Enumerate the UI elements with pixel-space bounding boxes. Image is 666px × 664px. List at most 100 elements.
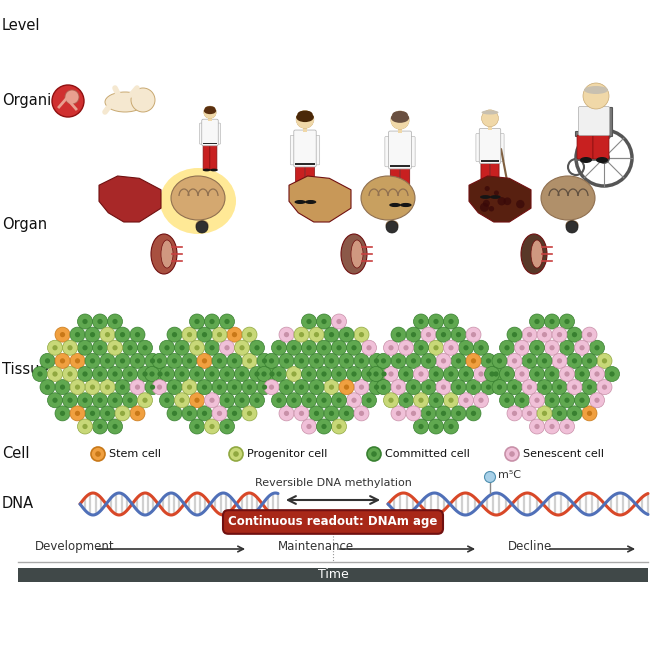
Circle shape xyxy=(190,392,204,408)
FancyBboxPatch shape xyxy=(498,133,504,161)
Circle shape xyxy=(384,340,398,355)
Ellipse shape xyxy=(490,195,501,199)
Ellipse shape xyxy=(566,220,578,230)
Circle shape xyxy=(217,384,222,390)
Circle shape xyxy=(404,345,409,351)
Circle shape xyxy=(113,371,118,376)
Circle shape xyxy=(436,353,451,369)
Circle shape xyxy=(384,367,398,382)
FancyBboxPatch shape xyxy=(480,128,501,163)
Circle shape xyxy=(444,314,458,329)
Circle shape xyxy=(299,384,304,390)
Circle shape xyxy=(100,353,115,369)
Bar xyxy=(390,165,410,167)
Circle shape xyxy=(204,314,220,329)
Circle shape xyxy=(284,384,289,390)
Circle shape xyxy=(159,367,174,382)
Circle shape xyxy=(239,345,244,351)
Circle shape xyxy=(322,424,326,429)
Circle shape xyxy=(597,353,612,369)
Circle shape xyxy=(242,406,257,421)
Circle shape xyxy=(209,424,214,429)
Circle shape xyxy=(436,406,451,421)
Circle shape xyxy=(194,398,200,403)
Circle shape xyxy=(598,152,610,164)
Circle shape xyxy=(376,353,391,369)
Circle shape xyxy=(261,371,266,376)
Circle shape xyxy=(220,392,234,408)
Circle shape xyxy=(474,392,488,408)
Circle shape xyxy=(414,392,428,408)
Circle shape xyxy=(314,411,319,416)
Circle shape xyxy=(362,392,376,408)
Ellipse shape xyxy=(298,110,312,118)
Circle shape xyxy=(145,380,160,394)
Circle shape xyxy=(55,353,70,369)
Circle shape xyxy=(444,367,458,382)
Circle shape xyxy=(374,384,379,390)
Circle shape xyxy=(572,384,577,390)
Circle shape xyxy=(489,206,494,211)
Ellipse shape xyxy=(151,234,177,274)
Circle shape xyxy=(522,353,537,369)
Circle shape xyxy=(306,371,312,376)
Circle shape xyxy=(250,392,264,408)
Bar xyxy=(481,160,500,162)
Circle shape xyxy=(276,345,282,351)
Circle shape xyxy=(120,359,125,363)
Circle shape xyxy=(362,367,376,382)
Circle shape xyxy=(339,353,354,369)
Circle shape xyxy=(159,340,174,355)
Circle shape xyxy=(53,371,58,376)
FancyBboxPatch shape xyxy=(202,120,218,146)
Circle shape xyxy=(105,384,110,390)
Circle shape xyxy=(384,392,398,408)
Circle shape xyxy=(309,406,324,421)
Circle shape xyxy=(456,332,461,337)
Circle shape xyxy=(448,345,454,351)
Circle shape xyxy=(190,314,204,329)
Circle shape xyxy=(418,371,424,376)
Circle shape xyxy=(411,332,416,337)
Ellipse shape xyxy=(482,110,498,114)
Circle shape xyxy=(224,319,230,324)
Circle shape xyxy=(296,110,314,128)
Circle shape xyxy=(53,345,58,351)
Circle shape xyxy=(542,332,547,337)
Circle shape xyxy=(97,424,103,429)
Ellipse shape xyxy=(160,168,236,234)
Circle shape xyxy=(179,371,184,376)
Circle shape xyxy=(167,380,182,394)
Circle shape xyxy=(220,314,234,329)
Circle shape xyxy=(332,314,346,329)
Circle shape xyxy=(545,314,559,329)
Circle shape xyxy=(135,359,140,363)
Circle shape xyxy=(97,398,103,403)
Circle shape xyxy=(444,392,458,408)
Text: Development: Development xyxy=(35,540,115,553)
Circle shape xyxy=(529,314,545,329)
Circle shape xyxy=(406,327,421,342)
Circle shape xyxy=(91,447,105,461)
Circle shape xyxy=(414,419,428,434)
Circle shape xyxy=(227,380,242,394)
Circle shape xyxy=(512,384,517,390)
Circle shape xyxy=(100,327,115,342)
Ellipse shape xyxy=(596,157,608,163)
Circle shape xyxy=(381,384,386,390)
Circle shape xyxy=(534,319,539,324)
Circle shape xyxy=(227,353,242,369)
Circle shape xyxy=(466,406,481,421)
Circle shape xyxy=(60,384,65,390)
Circle shape xyxy=(257,380,272,394)
Circle shape xyxy=(507,406,522,421)
Circle shape xyxy=(272,392,286,408)
Circle shape xyxy=(316,367,332,382)
Circle shape xyxy=(212,406,227,421)
Circle shape xyxy=(500,340,515,355)
Circle shape xyxy=(582,406,597,421)
Circle shape xyxy=(123,392,137,408)
Circle shape xyxy=(344,359,349,363)
Circle shape xyxy=(494,191,499,195)
Ellipse shape xyxy=(171,176,225,220)
